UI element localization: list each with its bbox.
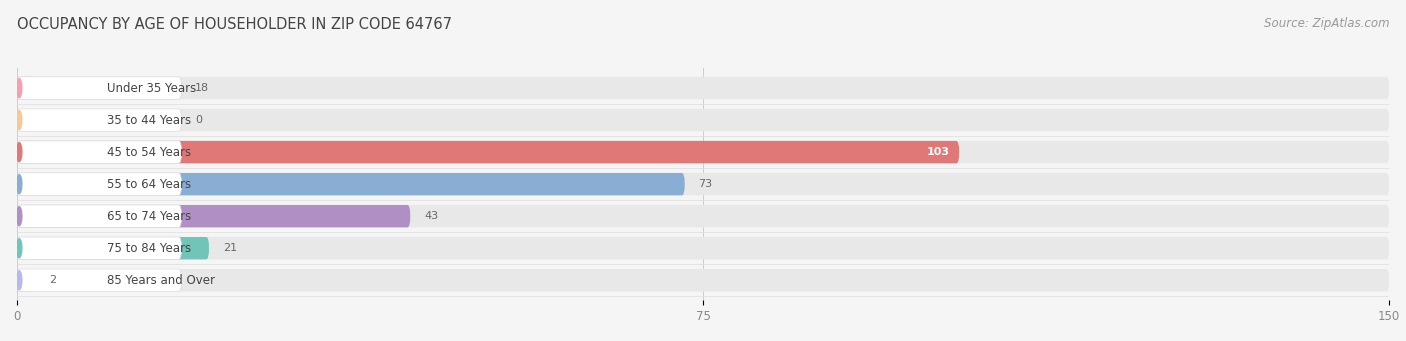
FancyBboxPatch shape [17, 173, 181, 195]
FancyBboxPatch shape [17, 269, 35, 292]
FancyBboxPatch shape [17, 141, 1389, 163]
FancyBboxPatch shape [17, 237, 209, 260]
Circle shape [17, 111, 22, 130]
FancyBboxPatch shape [17, 141, 181, 163]
FancyBboxPatch shape [17, 77, 181, 99]
FancyBboxPatch shape [17, 237, 1389, 260]
Text: 85 Years and Over: 85 Years and Over [107, 274, 215, 287]
FancyBboxPatch shape [17, 109, 181, 131]
Text: Under 35 Years: Under 35 Years [107, 81, 197, 94]
Text: 21: 21 [222, 243, 236, 253]
Circle shape [17, 143, 22, 162]
Circle shape [17, 207, 22, 226]
Text: 65 to 74 Years: 65 to 74 Years [107, 210, 191, 223]
FancyBboxPatch shape [17, 205, 181, 227]
Text: 0: 0 [195, 115, 202, 125]
Text: 75 to 84 Years: 75 to 84 Years [107, 242, 191, 255]
Text: 35 to 44 Years: 35 to 44 Years [107, 114, 191, 127]
FancyBboxPatch shape [17, 269, 181, 292]
Text: 73: 73 [699, 179, 713, 189]
FancyBboxPatch shape [17, 205, 1389, 227]
FancyBboxPatch shape [17, 269, 1389, 292]
FancyBboxPatch shape [17, 77, 181, 99]
FancyBboxPatch shape [17, 237, 181, 260]
Text: 2: 2 [49, 275, 56, 285]
FancyBboxPatch shape [17, 173, 685, 195]
Text: 45 to 54 Years: 45 to 54 Years [107, 146, 191, 159]
Circle shape [17, 79, 22, 98]
Text: 55 to 64 Years: 55 to 64 Years [107, 178, 191, 191]
Text: OCCUPANCY BY AGE OF HOUSEHOLDER IN ZIP CODE 64767: OCCUPANCY BY AGE OF HOUSEHOLDER IN ZIP C… [17, 17, 451, 32]
FancyBboxPatch shape [17, 141, 959, 163]
Circle shape [17, 271, 22, 290]
FancyBboxPatch shape [17, 205, 411, 227]
FancyBboxPatch shape [17, 77, 1389, 99]
FancyBboxPatch shape [17, 173, 1389, 195]
Text: 18: 18 [195, 83, 209, 93]
Text: 43: 43 [425, 211, 439, 221]
Text: Source: ZipAtlas.com: Source: ZipAtlas.com [1264, 17, 1389, 30]
Circle shape [17, 239, 22, 257]
FancyBboxPatch shape [17, 109, 1389, 131]
Text: 103: 103 [927, 147, 950, 157]
Circle shape [17, 175, 22, 194]
